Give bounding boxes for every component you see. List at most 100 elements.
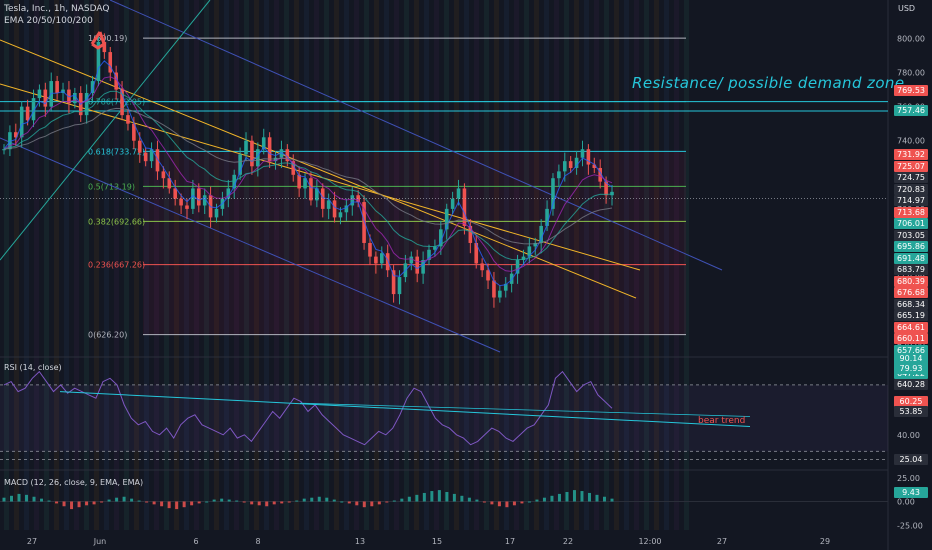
macd-histogram-bar: [205, 501, 209, 503]
macd-histogram-bar: [445, 492, 449, 502]
macd-histogram-bar: [302, 498, 306, 502]
macd-histogram-bar: [482, 501, 486, 503]
macd-histogram-bar: [115, 497, 119, 502]
candle-body: [374, 256, 378, 264]
macd-histogram-bar: [25, 494, 29, 502]
x-tick-label: 17: [505, 537, 515, 546]
background-band: [44, 0, 49, 530]
macd-histogram-bar: [340, 501, 344, 503]
macd-histogram-bar: [287, 501, 291, 503]
x-tick-label: 12:00: [638, 537, 661, 546]
background-band: [104, 0, 109, 530]
macd-histogram-bar: [310, 497, 314, 502]
macd-histogram-bar: [587, 492, 591, 502]
background-band: [74, 0, 79, 530]
candle-body: [557, 171, 561, 179]
candle-body: [309, 178, 313, 201]
candle-body: [368, 242, 372, 257]
macd-histogram-bar: [220, 498, 224, 502]
candle-body: [31, 98, 36, 121]
macd-histogram-bar: [17, 493, 21, 502]
candle-body: [256, 149, 260, 167]
macd-histogram-bar: [85, 501, 89, 506]
candle-body: [415, 256, 420, 274]
macd-histogram-bar: [92, 501, 96, 505]
candle-body: [202, 195, 207, 206]
candle-body: [96, 41, 101, 82]
candle-body: [385, 253, 390, 271]
macd-histogram-bar: [355, 501, 359, 506]
candle-body: [486, 270, 490, 281]
candle-body: [161, 171, 166, 179]
rsi-trendline: [299, 402, 751, 417]
macd-histogram-bar: [535, 499, 539, 502]
candle-body: [551, 178, 555, 209]
macd-histogram-bar: [130, 498, 134, 502]
candle-body: [214, 208, 219, 218]
macd-histogram-bar: [32, 496, 36, 502]
macd-histogram-bar: [407, 496, 411, 502]
fib-level-label: 0(626.20): [88, 331, 127, 340]
price-tag: 640.28: [894, 379, 928, 391]
macd-histogram-bar: [55, 501, 59, 504]
candle-body: [2, 149, 6, 151]
price-tag: 714.97: [894, 195, 928, 207]
background-band: [124, 0, 129, 530]
candle-body: [580, 149, 585, 158]
arrow-marker: [90, 31, 106, 50]
macd-histogram-bar: [490, 501, 494, 505]
macd-histogram-bar: [595, 494, 599, 502]
price-tag: 657.66: [894, 344, 928, 356]
candle-body: [279, 149, 284, 158]
price-tag: 660.11: [894, 333, 928, 345]
macd-histogram-bar: [122, 496, 126, 502]
x-tick-label: 27: [27, 537, 37, 546]
fib-level-label: 1(800.19): [88, 34, 127, 43]
price-tag: 664.61: [894, 321, 928, 333]
background-band: [134, 0, 139, 530]
macd-histogram-bar: [145, 501, 149, 503]
candle-body: [179, 198, 183, 206]
macd-histogram-bar: [197, 501, 201, 504]
price-tag: 665.19: [894, 310, 928, 322]
macd-histogram-bar: [512, 501, 516, 506]
channel-upper: [109, 0, 723, 271]
x-tick-label: 29: [820, 537, 830, 546]
price-tag: 731.92: [894, 148, 928, 160]
candle-body: [326, 200, 331, 209]
price-tag: 769.53: [894, 84, 928, 96]
price-tag: 676.68: [894, 287, 928, 299]
macd-histogram-bar: [250, 501, 254, 505]
candle-body: [102, 41, 107, 53]
candle-body: [285, 149, 290, 162]
candle-body: [503, 283, 508, 291]
background-band: [64, 0, 69, 530]
candle-body: [8, 132, 12, 150]
candle-body: [297, 174, 301, 189]
macd-histogram-bar: [2, 497, 6, 502]
macd-histogram-bar: [422, 492, 426, 502]
rsi-tag: 90.14: [894, 352, 928, 364]
candle-body: [533, 242, 538, 247]
candle-body: [315, 188, 319, 201]
macd-histogram-bar: [280, 501, 284, 504]
macd-histogram-bar: [160, 501, 164, 507]
macd-histogram-bar: [107, 499, 111, 502]
background-band: [14, 0, 19, 530]
candle-body: [232, 174, 237, 189]
candle-body: [409, 256, 414, 264]
price-tick-label: 740.00: [897, 137, 925, 146]
rsi-tag: 79.93: [894, 362, 928, 374]
candle-body: [509, 273, 514, 284]
candle-body: [474, 242, 479, 264]
candle-body: [126, 115, 130, 124]
candle-body: [120, 89, 124, 116]
macd-histogram-bar: [475, 499, 479, 502]
ema-line: [3, 107, 613, 245]
resistance-annotation: Resistance/ possible demand zone: [632, 74, 905, 92]
x-tick-label: 15: [432, 537, 442, 546]
candle-body: [592, 164, 597, 168]
macd-histogram-bar: [437, 490, 441, 502]
macd-histogram-bar: [572, 490, 576, 502]
